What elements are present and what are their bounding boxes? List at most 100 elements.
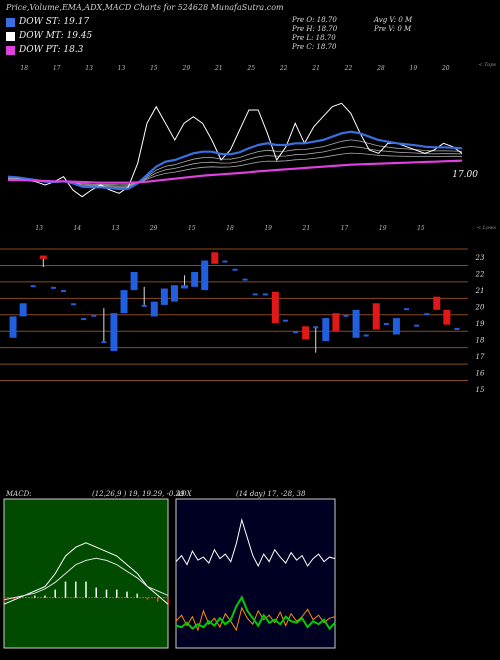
candle-panel: 23 22 21 20 19 18 17 16 15 xyxy=(0,248,485,394)
candle-body xyxy=(443,309,451,325)
candle-body xyxy=(81,318,87,321)
candle-body xyxy=(222,260,228,263)
candle-body xyxy=(30,285,36,288)
legend-label: DOW PT: 18.3 xyxy=(19,45,84,55)
top-date-label: 28 xyxy=(376,65,385,72)
top-date-label: 19 xyxy=(410,65,418,72)
bottom-date-label: 15 xyxy=(188,225,196,232)
top-date-label: 15 xyxy=(150,65,158,72)
price-tick-label: 23 xyxy=(475,254,485,262)
candle-body xyxy=(322,318,330,342)
bottom-date-label: 19 xyxy=(264,225,272,232)
candle-body xyxy=(150,301,158,317)
macd-params: (12,26,9 ) 19, 19.29, -0.29 xyxy=(92,490,185,498)
legend-swatch xyxy=(6,17,15,27)
ema-series-line xyxy=(7,102,463,198)
lows-label: < Lows xyxy=(477,225,496,231)
candle-body xyxy=(293,331,299,334)
bottom-date-label: 13 xyxy=(112,225,120,232)
top-date-label: 25 xyxy=(246,65,255,72)
top-date-label: 22 xyxy=(344,65,353,72)
candle-body xyxy=(454,327,460,330)
candle-body xyxy=(60,290,66,293)
candle-body xyxy=(424,313,430,316)
candle-body xyxy=(9,316,17,338)
ema-line xyxy=(7,146,463,187)
top-date-label: 21 xyxy=(214,65,223,72)
ema-series-line xyxy=(8,159,463,184)
adx-line xyxy=(175,606,336,632)
tops-label: < Tops xyxy=(478,62,496,68)
top-date-label: 21 xyxy=(311,65,320,72)
candle-body xyxy=(39,255,47,259)
top-date-label: 22 xyxy=(279,65,288,72)
adx-line xyxy=(175,595,336,631)
legend-item: DOW MT: 19.45 xyxy=(6,31,92,41)
candle-body xyxy=(242,278,248,281)
bottom-date-label: 29 xyxy=(149,225,158,232)
macd-line xyxy=(3,542,169,605)
macd-line xyxy=(3,557,169,601)
candle-body xyxy=(101,341,107,344)
candle-body xyxy=(433,296,441,310)
top-date-label: 29 xyxy=(182,65,191,72)
price-tick-label: 17 xyxy=(476,353,485,361)
legend-item: DOW PT: 18.3 xyxy=(6,45,83,55)
bottom-date-label: 19 xyxy=(379,225,387,232)
candle-body xyxy=(302,326,310,340)
bottom-date-label: 17 xyxy=(341,225,349,232)
candle-body xyxy=(19,303,27,317)
candle-body xyxy=(252,293,258,296)
candle-body xyxy=(352,309,360,338)
pre-low: Pre L: 18.70 xyxy=(292,34,336,42)
adx-params: (14 day) 17, -28, 38 xyxy=(236,490,306,498)
legend-swatch xyxy=(6,45,15,55)
candle-body xyxy=(120,290,128,314)
adx-panel: ADX (14 day) 17, -28, 38 xyxy=(175,490,336,649)
bottom-date-label: 18 xyxy=(226,225,234,232)
legend-label: DOW ST: 19.17 xyxy=(19,17,90,27)
price-tick-label: 16 xyxy=(476,369,485,377)
candle-body xyxy=(211,252,219,264)
adx-label: ADX xyxy=(175,490,193,498)
candle-body xyxy=(160,288,168,305)
macd-panel: MACD: (12,26,9 ) 19, 19.29, -0.29 xyxy=(3,490,185,649)
macd-frame xyxy=(3,498,169,649)
bottom-date-label: 14 xyxy=(73,225,81,232)
price-label: 17.00 xyxy=(452,170,478,180)
price-tick-label: 21 xyxy=(475,287,485,295)
candle-body xyxy=(141,304,147,307)
ema-series-line xyxy=(7,130,463,191)
top-date-label: 17 xyxy=(53,65,61,72)
candle-body xyxy=(282,319,288,322)
price-tick-label: 18 xyxy=(476,336,485,344)
ema-line xyxy=(7,139,463,188)
candle-body xyxy=(130,272,138,291)
candle-body xyxy=(191,272,199,287)
candle-body xyxy=(91,314,97,317)
legend-item: DOW ST: 19.17 xyxy=(6,17,89,27)
prev-volume: Pre V: 0 M xyxy=(374,25,412,33)
candle-body xyxy=(50,286,56,289)
candle-body xyxy=(414,324,420,327)
candle-body xyxy=(181,285,189,289)
pre-high: Pre H: 18.70 xyxy=(292,25,338,33)
price-tick-label: 19 xyxy=(476,320,485,328)
candle-body xyxy=(170,285,178,302)
candle-body xyxy=(363,334,369,337)
candle-body xyxy=(332,313,340,332)
candle-body xyxy=(232,268,238,271)
top-date-label: 18 xyxy=(20,65,28,72)
avg-volume: Avg V: 0 M xyxy=(374,16,413,24)
legend-swatch xyxy=(6,31,15,41)
candle-body xyxy=(201,260,209,291)
candle-body xyxy=(271,291,279,323)
candle-body xyxy=(71,303,77,306)
chart-header: Price,Volume,EMA,ADX,MACD Charts for 524… xyxy=(6,3,284,12)
bottom-date-label: 21 xyxy=(302,225,311,232)
candle-body xyxy=(262,293,268,296)
candle-body xyxy=(110,313,118,351)
candle-body xyxy=(343,314,349,317)
top-date-label: 20 xyxy=(441,65,450,72)
price-tick-label: 20 xyxy=(475,304,485,312)
